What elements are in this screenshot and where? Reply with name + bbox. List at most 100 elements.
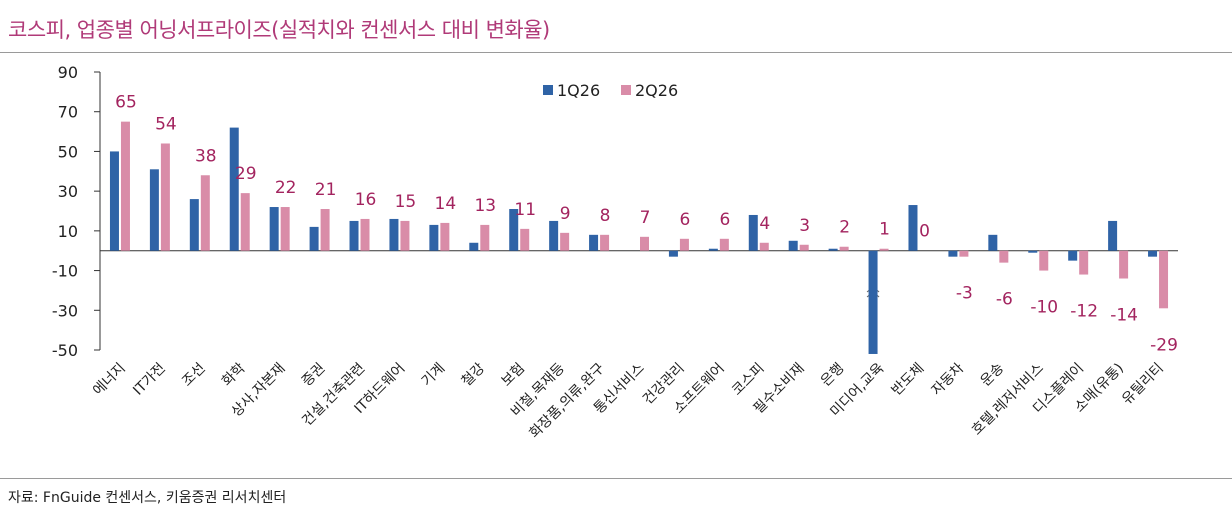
bar-1q26	[988, 234, 998, 251]
bar-1q26	[948, 250, 958, 257]
y-tick-label: -10	[52, 262, 78, 281]
data-label-2q26: 14	[435, 194, 457, 214]
data-label-2q26: 4	[759, 214, 770, 234]
bar-1q26	[828, 248, 838, 251]
data-label-2q26: -10	[1030, 298, 1058, 318]
y-tick-label: 30	[58, 182, 78, 201]
data-label-2q26: 1	[879, 220, 890, 240]
data-label-2q26: 38	[195, 146, 217, 166]
bar-2q26	[640, 236, 649, 251]
bar-1q26	[549, 220, 559, 251]
bar-2q26	[160, 143, 170, 251]
data-label-2q26: 65	[115, 93, 137, 113]
legend-swatch-2q26	[621, 85, 631, 95]
bar-1q26	[868, 250, 878, 354]
category-label: 은행	[818, 360, 848, 390]
category-label: 자동차	[929, 360, 968, 399]
bar-2q26	[959, 250, 969, 257]
data-label-2q26: 8	[600, 206, 611, 226]
data-label-2q26: 22	[275, 178, 297, 198]
bar-1q26	[908, 205, 918, 251]
data-label-2q26: 16	[355, 190, 377, 210]
category-label: 철강	[459, 360, 489, 390]
category-label: 증권	[299, 360, 329, 390]
data-label-2q26: 21	[315, 180, 337, 200]
data-label-2q26: 2	[839, 218, 850, 238]
y-tick-label: 90	[58, 63, 78, 82]
category-label: 보험	[499, 360, 529, 390]
y-tick-label: -30	[52, 301, 78, 320]
bar-2q26	[240, 193, 250, 251]
data-label-2q26: -14	[1110, 306, 1138, 326]
source-note: 자료: FnGuide 컨센서스, 키움증권 리서치센터	[8, 490, 287, 506]
bar-1q26	[788, 240, 798, 251]
legend-label-2q26: 2Q26	[635, 81, 678, 100]
bar-1q26	[1108, 220, 1118, 251]
data-label-2q26: -12	[1070, 302, 1098, 322]
data-label-2q26: 3	[799, 216, 810, 236]
legend: 1Q26 2Q26	[543, 81, 678, 100]
category-label: 코스피	[729, 360, 768, 399]
y-tick-label: -50	[52, 341, 78, 360]
data-label-2q26: -6	[996, 290, 1013, 310]
bar-1q26	[509, 209, 519, 251]
category-label: 에너지	[90, 360, 129, 399]
bar-2q26	[120, 121, 130, 251]
chart-title: 코스피, 업종별 어닝서프라이즈(실적치와 컨센서스 대비 변화율)	[8, 18, 550, 42]
bar-2q26	[1079, 250, 1089, 275]
bar-1q26	[229, 127, 239, 251]
bar-1q26	[109, 151, 119, 251]
bar-2q26	[560, 232, 570, 251]
bar-1q26	[589, 234, 599, 251]
category-label: 운송	[978, 360, 1008, 390]
category-label: 반도체	[889, 360, 928, 399]
bar-2q26	[999, 250, 1009, 263]
data-label-2q26: 0	[919, 222, 930, 242]
data-label-2q26: -29	[1150, 335, 1178, 355]
data-label-2q26: 7	[640, 208, 651, 228]
bar-1q26	[708, 248, 718, 251]
category-label: IT가전	[130, 360, 169, 399]
bar-1q26	[1148, 250, 1158, 257]
bar-2q26	[879, 248, 889, 251]
bar-1q26	[189, 199, 199, 251]
bar-1q26	[389, 218, 399, 251]
y-tick-label: 50	[58, 142, 78, 161]
data-label-2q26: 54	[155, 114, 177, 134]
bar-1q26	[149, 169, 159, 251]
bar-2q26	[1159, 250, 1169, 309]
bar-1q26	[668, 250, 678, 257]
bar-2q26	[679, 238, 689, 251]
bar-2q26	[280, 207, 290, 251]
bars	[109, 121, 1169, 354]
bar-2q26	[360, 218, 370, 251]
data-label-2q26: 9	[560, 204, 571, 224]
data-label-2q26: 15	[395, 192, 417, 212]
bar-2q26	[719, 238, 729, 251]
bar-2q26	[839, 246, 849, 251]
bar-1q26	[748, 214, 758, 251]
bar-2q26	[1119, 250, 1129, 279]
bar-1q26	[1068, 250, 1078, 261]
y-tick-label: 10	[58, 222, 78, 241]
bar-2q26	[520, 228, 530, 251]
bar-2q26	[400, 220, 410, 251]
bar-1q26	[349, 220, 359, 251]
legend-swatch-1q26	[543, 85, 553, 95]
bar-2q26	[799, 244, 809, 251]
data-label-2q26: 6	[719, 210, 730, 230]
data-label-2q26: -3	[956, 284, 973, 304]
data-label-2q26: 29	[235, 164, 257, 184]
footer-divider	[0, 478, 1232, 479]
bar-1q26	[1028, 250, 1038, 253]
bar-1q26	[269, 207, 279, 251]
bar-2q26	[600, 234, 610, 251]
category-label: 유틸리티	[1119, 360, 1167, 408]
legend-label-1q26: 1Q26	[557, 81, 600, 100]
bar-2q26	[320, 209, 330, 251]
bar-2q26	[200, 175, 210, 251]
